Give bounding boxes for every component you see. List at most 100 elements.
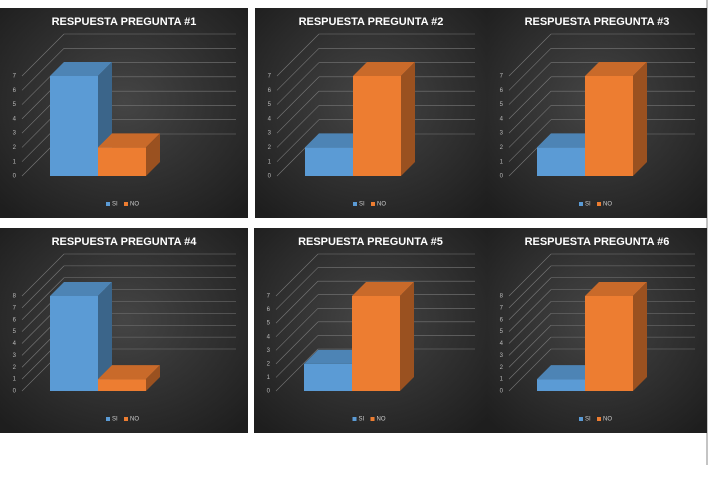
legend-label: SI — [112, 417, 118, 423]
legend-swatch — [106, 417, 110, 421]
grid-line — [275, 335, 319, 378]
y-tick-label: 2 — [13, 365, 17, 371]
y-tick-label: 2 — [13, 145, 17, 151]
bar-top — [353, 62, 415, 76]
y-tick-label: 7 — [268, 74, 272, 80]
legend-label: NO — [130, 417, 139, 423]
grid-line — [276, 119, 320, 162]
y-tick-label: 2 — [267, 361, 271, 367]
bar — [352, 296, 400, 391]
grid-line — [508, 277, 552, 320]
y-tick-label: 2 — [268, 145, 272, 151]
grid-line — [508, 48, 552, 91]
y-tick-label: 3 — [13, 131, 17, 137]
grid-line — [21, 277, 65, 320]
bar — [537, 147, 585, 176]
y-tick-label: 4 — [267, 334, 271, 340]
y-tick-label: 0 — [13, 389, 17, 395]
y-tick-label: 5 — [267, 321, 271, 327]
grid-line — [276, 105, 320, 148]
legend-swatch — [597, 202, 601, 206]
y-tick-label: 3 — [500, 353, 504, 359]
y-tick-label: 6 — [268, 88, 272, 94]
grid-line — [508, 76, 552, 120]
grid-line — [21, 48, 65, 91]
grid-line — [275, 321, 319, 365]
bar — [304, 363, 352, 391]
chart-title: RESPUESTA PREGUNTA #5 — [298, 236, 443, 248]
bar-side — [146, 365, 160, 391]
legend-label: NO — [377, 202, 386, 208]
legend-swatch — [352, 417, 357, 421]
y-tick-label: 5 — [500, 329, 504, 335]
y-tick-label: 6 — [13, 88, 17, 94]
legend-swatch — [579, 417, 583, 421]
grid-line — [276, 62, 320, 105]
bar-top — [50, 282, 112, 296]
bar-side — [633, 62, 647, 176]
panel — [0, 8, 248, 218]
legend-label: SI — [359, 202, 365, 208]
y-tick-label: 2 — [500, 365, 504, 371]
legend-swatch — [597, 417, 601, 421]
bar — [98, 147, 146, 176]
y-tick-label: 0 — [500, 389, 504, 395]
y-tick-label: 5 — [13, 329, 17, 335]
bar — [50, 76, 98, 176]
y-tick-label: 7 — [267, 294, 271, 300]
y-tick-label: 0 — [13, 174, 17, 180]
bar-top — [585, 62, 647, 76]
bar-top — [537, 133, 599, 148]
y-tick-label: 7 — [500, 74, 504, 80]
grid-line — [508, 62, 552, 105]
grid-line — [275, 294, 319, 337]
y-tick-label: 0 — [500, 174, 504, 180]
legend-label: SI — [359, 417, 365, 423]
grid-line — [276, 48, 320, 91]
grid-line — [276, 76, 320, 120]
bar-side — [633, 282, 647, 391]
grid-line — [276, 33, 320, 77]
y-tick-label: 8 — [13, 294, 17, 300]
grid-line — [508, 313, 552, 356]
grid-line — [508, 105, 552, 148]
grid-line — [275, 280, 319, 324]
grid-line — [275, 253, 319, 297]
grid-line — [275, 267, 319, 310]
legend-swatch — [353, 202, 357, 206]
bar-top — [98, 133, 160, 148]
y-tick-label: 6 — [267, 307, 271, 313]
grid-line — [508, 33, 552, 77]
legend-swatch — [124, 202, 128, 206]
chart-title: RESPUESTA PREGUNTA #2 — [299, 16, 444, 28]
y-tick-label: 1 — [268, 159, 272, 165]
y-tick-label: 1 — [267, 375, 271, 381]
bar — [353, 76, 401, 176]
bar-side — [98, 282, 112, 391]
bar-side — [146, 133, 160, 176]
bar-side — [400, 282, 414, 391]
legend-swatch — [371, 202, 375, 206]
y-tick-label: 3 — [13, 353, 17, 359]
y-tick-label: 0 — [268, 174, 272, 180]
y-tick-label: 6 — [500, 88, 504, 94]
bar-top — [98, 365, 160, 380]
y-tick-label: 8 — [500, 294, 504, 300]
y-tick-label: 3 — [267, 348, 271, 354]
grid-line — [508, 265, 552, 309]
grid-line — [508, 336, 552, 380]
y-tick-label: 6 — [500, 317, 504, 323]
y-tick-label: 4 — [500, 341, 504, 347]
chart-title: RESPUESTA PREGUNTA #1 — [52, 16, 197, 28]
y-tick-label: 4 — [13, 341, 17, 347]
grid-line — [508, 90, 552, 134]
y-tick-label: 7 — [13, 305, 17, 311]
chart-title: RESPUESTA PREGUNTA #6 — [525, 236, 670, 248]
grid-line — [275, 308, 319, 351]
y-tick-label: 6 — [13, 317, 17, 323]
grid-line — [508, 348, 552, 392]
y-tick-label: 4 — [500, 116, 504, 122]
bar — [305, 147, 353, 176]
